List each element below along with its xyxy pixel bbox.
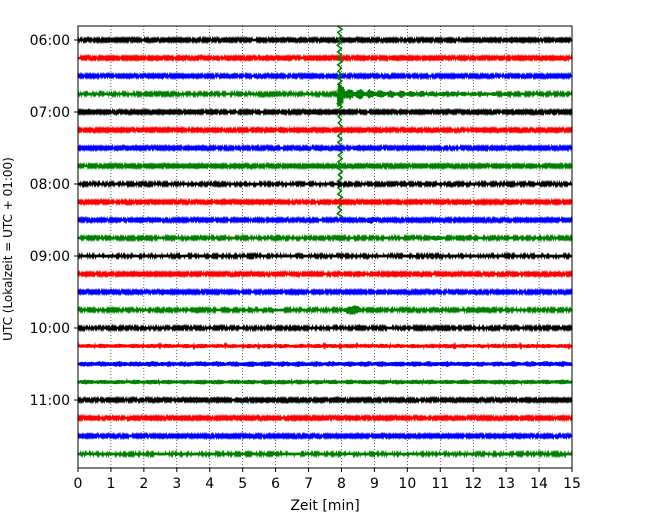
y-axis-label: UTC (Lokalzeit = UTC + 01:00) <box>1 157 15 341</box>
trace-line <box>77 341 573 351</box>
y-tick-label: 06:00 <box>30 33 70 49</box>
trace-line <box>77 161 573 171</box>
x-tick-label: 8 <box>337 476 346 492</box>
x-tick-label: 6 <box>271 476 280 492</box>
trace-line <box>77 197 573 207</box>
y-tick-label: 09:00 <box>30 249 70 265</box>
trace-line <box>77 143 573 153</box>
trace-line <box>77 35 573 45</box>
trace-line <box>77 83 573 107</box>
trace-line <box>77 287 573 297</box>
x-tick-label: 10 <box>398 476 416 492</box>
plot-frame <box>77 25 573 469</box>
x-tick-label: 5 <box>238 476 247 492</box>
event-spike <box>336 25 344 221</box>
trace-line <box>77 215 573 225</box>
x-tick-label: 2 <box>139 476 148 492</box>
trace-line <box>77 269 573 279</box>
trace-lines <box>77 25 573 459</box>
trace-line <box>77 413 573 423</box>
trace-line <box>77 233 573 243</box>
x-tick-label: 15 <box>563 476 581 492</box>
trace-line <box>77 107 573 117</box>
trace-line <box>77 251 573 261</box>
x-tick-label: 0 <box>74 476 83 492</box>
y-tick-label: 11:00 <box>30 393 70 409</box>
x-axis-label: Zeit [min] <box>290 498 359 514</box>
trace-line <box>77 125 573 135</box>
trace-line <box>77 179 573 189</box>
y-tick-label: 08:00 <box>30 177 70 193</box>
y-tick-label: 07:00 <box>30 105 70 121</box>
trace-line <box>77 53 573 63</box>
x-tick-label: 3 <box>172 476 181 492</box>
x-tick-label: 14 <box>530 476 548 492</box>
trace-line <box>77 431 573 441</box>
y-tick-label: 10:00 <box>30 321 70 337</box>
x-tick-label: 7 <box>304 476 313 492</box>
trace-line <box>77 395 573 405</box>
trace-line <box>77 323 573 333</box>
x-tick-label: 4 <box>205 476 214 492</box>
trace-line <box>77 71 573 81</box>
trace-line <box>77 449 573 459</box>
x-tick-label: 12 <box>464 476 482 492</box>
x-tick-label: 13 <box>497 476 515 492</box>
x-tick-label: 9 <box>370 476 379 492</box>
x-tick-label: 11 <box>431 476 449 492</box>
axis-ticks: 0 1 2 3 4 5 6 7 8 9 10 11 12 13 14 1506:0007:0008:0009:… <box>30 33 581 492</box>
trace-line <box>77 361 573 367</box>
trace-line <box>77 305 573 315</box>
trace-line <box>77 377 573 387</box>
x-tick-label: 1 <box>106 476 115 492</box>
